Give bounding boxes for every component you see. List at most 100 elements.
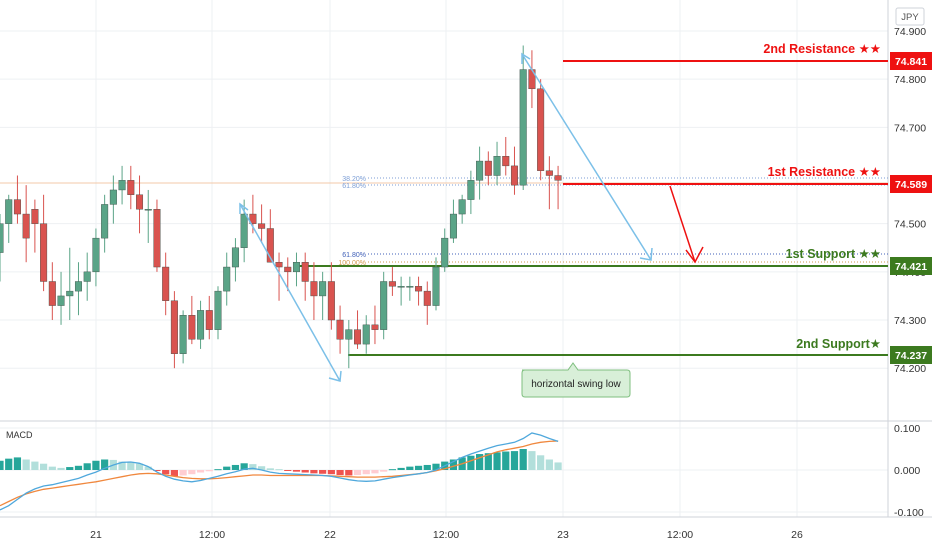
candle — [136, 175, 144, 234]
candle-body — [83, 271, 91, 282]
candle-body — [458, 199, 466, 215]
candle-body — [292, 262, 300, 273]
macd-histogram-bar — [188, 470, 196, 475]
candle — [467, 170, 475, 215]
candle-body — [214, 290, 222, 330]
candle — [197, 300, 205, 349]
macd-histogram-bar — [528, 451, 536, 470]
candle — [292, 252, 300, 287]
macd-histogram-bar — [170, 470, 178, 477]
fib-618-top-label: 61.80% — [342, 183, 366, 190]
candle-body — [449, 213, 457, 239]
candle — [0, 214, 4, 282]
currency-badge[interactable]: JPY — [895, 7, 925, 26]
candle-body — [31, 209, 39, 224]
candle — [484, 151, 492, 186]
candle-body — [101, 204, 109, 239]
candle — [310, 262, 318, 321]
candle — [441, 228, 449, 272]
candle-body — [66, 290, 74, 297]
candle — [458, 194, 466, 224]
candle — [510, 146, 518, 195]
candle-body — [432, 266, 440, 306]
candle — [423, 281, 431, 325]
macd-histogram-bar — [519, 449, 527, 470]
candle — [170, 291, 178, 369]
price-tag-s1: 74.421 — [890, 257, 932, 275]
candle-body — [162, 266, 170, 301]
candle-body — [223, 266, 231, 292]
candle — [109, 175, 117, 224]
price-tick-label: 74.900 — [894, 26, 926, 38]
price-tag-r1-text: 74.589 — [895, 179, 927, 191]
candle-body — [188, 315, 196, 340]
macd-histogram-bar — [179, 470, 187, 476]
candle-body — [476, 160, 484, 181]
candle-body — [502, 156, 510, 167]
candle-body — [40, 223, 48, 282]
macd-histogram-bar — [231, 464, 240, 470]
macd-histogram-bar — [205, 470, 213, 472]
macd-histogram-bar — [135, 463, 144, 470]
candle-body — [144, 209, 152, 211]
macd-histogram-bar — [40, 463, 48, 470]
macd-histogram-bar — [493, 452, 501, 470]
macd-histogram-bar — [48, 466, 56, 470]
candle — [179, 310, 187, 364]
candle-body — [249, 213, 257, 224]
candle — [101, 194, 109, 253]
support-resistance-lines — [298, 60, 888, 356]
price-tag-s1-text: 74.421 — [895, 261, 927, 273]
time-axis: 21 12:00 22 12:00 23 12:00 26 — [90, 529, 803, 541]
fib-382-label: 38.20% — [342, 176, 366, 183]
candle — [345, 320, 353, 369]
candle — [13, 175, 21, 224]
macd-histogram-bar — [284, 470, 292, 471]
candle-body — [545, 170, 553, 176]
candle — [284, 257, 292, 292]
r1-annotation: 1st Resistance ★★ — [768, 165, 881, 179]
macd-line — [0, 432, 559, 511]
candle — [449, 199, 457, 243]
macd-histogram-bar — [249, 464, 257, 470]
candle — [415, 276, 423, 306]
signal-line — [0, 440, 559, 507]
macd-histogram-bar — [74, 465, 83, 470]
candle-body — [406, 286, 414, 288]
macd-histogram-bar — [432, 463, 440, 470]
candle — [354, 310, 362, 349]
blue-arrow-down-1 — [239, 202, 342, 382]
price-tag-r1: 74.589 — [890, 175, 932, 193]
s2-annotation: 2nd Support★ — [796, 337, 881, 351]
macd-histogram-bar — [118, 461, 126, 470]
candle — [406, 276, 414, 301]
time-tick-label: 12:00 — [433, 529, 459, 541]
candle-body — [537, 88, 545, 171]
price-axis: 74.90074.80074.70074.50074.40074.30074.2… — [894, 26, 926, 375]
price-tag-s2-text: 74.237 — [895, 350, 927, 362]
macd-histogram-bar — [406, 466, 414, 470]
candle-body — [371, 324, 379, 330]
candle-body — [13, 199, 21, 215]
macd-histogram-bar — [196, 470, 205, 473]
price-tick-label: 74.500 — [894, 219, 926, 231]
candle-body — [5, 199, 13, 224]
red-arrow-down — [669, 185, 704, 264]
callout-text: horizontal swing low — [531, 379, 621, 390]
candle-body — [275, 262, 283, 268]
price-tag-s2: 74.237 — [890, 346, 932, 364]
candle-body — [136, 194, 144, 210]
macd-title: MACD — [6, 430, 33, 440]
macd-tick-label: -0.100 — [894, 507, 924, 519]
candle — [153, 199, 161, 272]
candle-body — [510, 165, 518, 186]
macd-histogram-bar — [319, 470, 327, 474]
fib-618-low-label: 61.80% — [342, 252, 366, 259]
candle-body — [319, 281, 327, 297]
macd-histogram-bar — [537, 455, 545, 470]
candle-body — [336, 319, 344, 340]
candle — [223, 252, 231, 306]
macd-histogram-bar — [153, 470, 161, 471]
macd-histogram-bar — [31, 461, 39, 470]
